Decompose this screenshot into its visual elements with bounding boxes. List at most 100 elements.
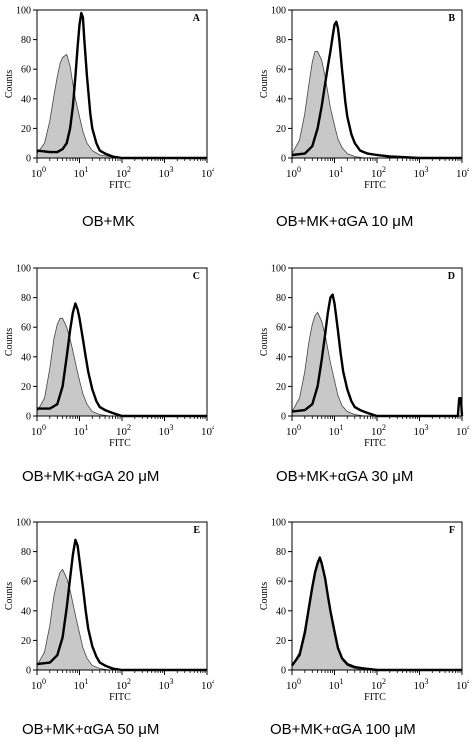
histogram-panel-d: 0 20 40 60 80 100 100 101 102 103 104 FITC Counts D [259, 264, 469, 450]
panel-caption-e: OB+MK+αGA 50 μM [22, 721, 160, 738]
x-axis-label: FITC [364, 692, 386, 703]
x-axis-label: FITC [109, 180, 131, 191]
x-tick-label: 102 [371, 677, 386, 692]
y-tick-label: 0 [26, 666, 31, 677]
y-tick-label: 60 [21, 65, 31, 76]
y-tick-label: 20 [21, 124, 31, 135]
x-axis-label: FITC [109, 692, 131, 703]
sample-histogram-line [36, 11, 207, 160]
control-histogram-area [291, 558, 462, 671]
y-tick-label: 60 [276, 323, 286, 334]
panel-caption-d: OB+MK+αGA 30 μM [276, 468, 414, 485]
x-tick-label: 104 [201, 423, 214, 438]
y-tick-label: 100 [271, 264, 286, 275]
x-tick-label: 100 [31, 165, 46, 180]
panel-letter: D [448, 271, 455, 282]
x-tick-label: 102 [116, 423, 131, 438]
y-axis-label: Counts [4, 582, 15, 610]
y-tick-label: 40 [21, 606, 31, 617]
y-tick-label: 100 [16, 6, 31, 17]
x-tick-label: 101 [74, 677, 89, 692]
histogram-panel-c: 0 20 40 60 80 100 100 101 102 103 104 FITC Counts C [4, 264, 214, 450]
x-tick-label: 101 [329, 677, 344, 692]
y-tick-label: 100 [271, 518, 286, 529]
x-tick-label: 103 [159, 423, 174, 438]
control-histogram-area [36, 317, 207, 417]
x-tick-label: 103 [159, 165, 174, 180]
control-histogram-area [291, 51, 462, 159]
panel-caption-b: OB+MK+αGA 10 μM [276, 213, 414, 230]
y-tick-label: 60 [276, 577, 286, 588]
y-tick-label: 0 [281, 154, 286, 165]
y-tick-label: 80 [276, 547, 286, 558]
y-tick-label: 60 [276, 65, 286, 76]
y-tick-label: 0 [26, 412, 31, 423]
y-tick-label: 100 [271, 6, 286, 17]
panel-letter: B [448, 13, 455, 24]
x-tick-label: 100 [31, 423, 46, 438]
y-tick-label: 40 [276, 94, 286, 105]
x-tick-label: 100 [286, 423, 301, 438]
y-tick-label: 60 [21, 323, 31, 334]
panel-caption-a: OB+MK [82, 213, 135, 230]
x-tick-label: 104 [456, 677, 469, 692]
y-tick-label: 0 [281, 666, 286, 677]
x-tick-label: 102 [116, 165, 131, 180]
sample-histogram-line [291, 20, 462, 160]
sample-histogram-line [37, 302, 207, 418]
x-axis-label: FITC [364, 438, 386, 449]
x-tick-label: 103 [414, 165, 429, 180]
x-tick-label: 104 [201, 165, 214, 180]
x-tick-label: 102 [116, 677, 131, 692]
x-tick-label: 103 [414, 423, 429, 438]
panel-letter: E [193, 525, 200, 536]
y-tick-label: 80 [276, 293, 286, 304]
x-tick-label: 100 [286, 677, 301, 692]
control-histogram-area [291, 311, 462, 417]
sample-histogram-line [291, 556, 462, 672]
x-tick-label: 104 [456, 423, 469, 438]
x-tick-label: 101 [74, 423, 89, 438]
y-axis-label: Counts [259, 70, 270, 98]
y-axis-label: Counts [259, 328, 270, 356]
panel-caption-c: OB+MK+αGA 20 μM [22, 468, 160, 485]
panel-letter: F [449, 525, 455, 536]
x-tick-label: 103 [159, 677, 174, 692]
control-histogram-area [36, 53, 207, 159]
y-tick-label: 80 [21, 293, 31, 304]
histogram-panel-a: 0 20 40 60 80 100 100 101 102 103 104 FITC Counts A [4, 6, 214, 192]
x-tick-label: 100 [286, 165, 301, 180]
control-histogram-area [36, 568, 207, 671]
y-tick-label: 40 [21, 352, 31, 363]
y-tick-label: 80 [276, 35, 286, 46]
x-tick-label: 101 [329, 423, 344, 438]
y-tick-label: 100 [16, 264, 31, 275]
y-tick-label: 0 [26, 154, 31, 165]
y-tick-label: 20 [276, 636, 286, 647]
x-tick-label: 101 [74, 165, 89, 180]
x-tick-label: 104 [201, 677, 214, 692]
y-axis-label: Counts [4, 70, 15, 98]
y-tick-label: 100 [16, 518, 31, 529]
x-tick-label: 104 [456, 165, 469, 180]
panel-caption-f: OB+MK+αGA 100 μM [270, 721, 416, 738]
y-tick-label: 40 [276, 352, 286, 363]
y-tick-label: 20 [21, 636, 31, 647]
y-tick-label: 40 [276, 606, 286, 617]
y-tick-label: 20 [276, 124, 286, 135]
x-axis-label: FITC [364, 180, 386, 191]
x-tick-label: 100 [31, 677, 46, 692]
y-tick-label: 60 [21, 577, 31, 588]
x-axis-label: FITC [109, 438, 131, 449]
y-tick-label: 80 [21, 35, 31, 46]
y-tick-label: 80 [21, 547, 31, 558]
x-tick-label: 102 [371, 423, 386, 438]
x-tick-label: 103 [414, 677, 429, 692]
panel-letter: C [193, 271, 200, 282]
y-axis-label: Counts [4, 328, 15, 356]
y-tick-label: 20 [21, 382, 31, 393]
x-tick-label: 101 [329, 165, 344, 180]
x-tick-label: 102 [371, 165, 386, 180]
histogram-panel-e: 0 20 40 60 80 100 100 101 102 103 104 FITC Counts E [4, 518, 214, 704]
